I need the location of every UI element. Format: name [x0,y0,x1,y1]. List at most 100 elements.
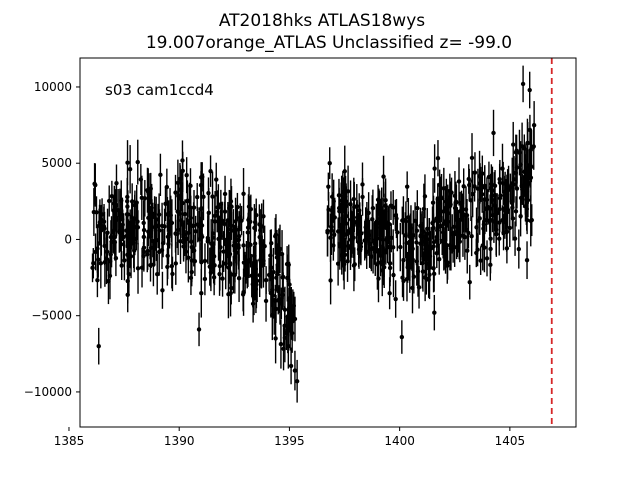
point-marker [326,184,331,189]
data-point [491,109,496,157]
point-marker [508,185,513,190]
point-marker [330,205,335,210]
data-point [125,140,130,186]
point-marker [481,226,486,231]
point-marker [96,343,101,349]
point-marker [278,341,284,347]
data-point [328,256,333,305]
data-point [404,171,410,202]
point-marker [275,272,280,277]
data-point [93,163,98,207]
data-point [438,176,443,218]
point-marker [189,269,194,275]
point-marker [226,292,231,297]
point-marker [253,266,259,272]
point-marker [273,232,279,237]
point-marker [415,205,420,211]
data-point [524,187,529,231]
point-marker [288,363,294,369]
data-point [360,178,365,216]
point-marker [490,212,495,218]
data-point [135,242,141,294]
point-marker [356,239,361,245]
data-point [196,312,202,347]
data-point [192,246,198,277]
point-marker [360,194,365,200]
data-point [377,221,382,255]
data-point [188,224,194,259]
point-marker [463,207,469,212]
point-marker [268,253,273,258]
data-point [208,155,213,187]
data-point [159,202,165,249]
data-point [214,162,219,197]
point-marker [446,211,451,216]
data-point [252,208,258,237]
data-point [523,144,528,179]
data-point [155,253,160,295]
point-marker [237,215,243,220]
data-point [182,199,188,229]
point-marker [180,222,185,227]
point-marker [108,252,113,257]
data-point [500,205,505,236]
point-marker [345,259,350,264]
point-marker [421,229,426,234]
data-point [399,320,405,354]
point-marker [430,220,435,226]
point-marker [114,180,119,186]
point-marker [96,257,101,262]
point-marker [391,272,396,278]
point-marker [340,208,345,214]
data-point [370,189,376,227]
point-marker [127,237,133,242]
data-point [335,241,341,286]
point-marker [91,209,97,215]
point-marker [173,190,178,195]
data-point [432,144,437,193]
point-marker [292,368,298,373]
data-point [325,208,330,257]
point-marker [201,194,206,200]
point-marker [482,245,487,250]
point-marker [252,225,257,231]
data-point [381,210,387,240]
chart-title-line1: AT2018hks ATLAS18wys [219,11,425,31]
data-point [278,319,284,369]
data-point [339,175,344,226]
data-point [245,258,250,289]
point-marker [150,214,156,220]
point-marker [246,217,251,223]
point-marker [404,184,410,189]
data-point [443,186,448,231]
point-marker [431,244,436,249]
point-marker [258,260,264,265]
point-marker [277,246,283,252]
point-marker [438,194,443,200]
data-point [160,229,166,258]
point-marker [420,260,425,266]
data-point [375,238,380,290]
point-marker [383,197,388,203]
point-marker [146,229,151,234]
data-point [414,219,419,266]
point-marker [350,233,355,239]
data-point [330,192,335,223]
point-marker [145,188,150,193]
data-point [210,171,215,222]
point-marker [170,271,175,277]
point-marker [218,245,223,250]
data-point [292,296,298,342]
data-point [148,227,154,269]
data-point [96,327,101,365]
data-point [329,208,334,246]
point-marker [231,272,236,277]
data-point [164,168,170,206]
point-marker [327,160,332,166]
point-marker [282,335,288,341]
point-marker [227,260,233,266]
point-marker [368,247,374,252]
point-marker [520,187,525,192]
data-point [500,143,505,194]
